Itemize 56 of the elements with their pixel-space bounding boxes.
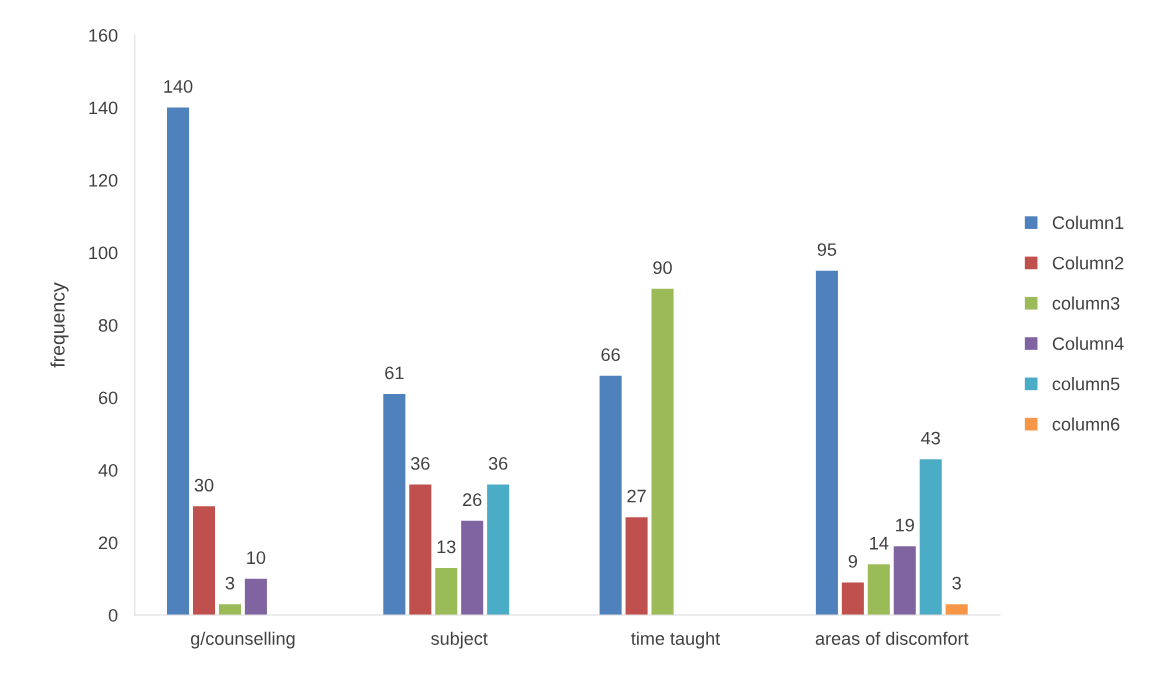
y-tick-label: 120 bbox=[89, 173, 118, 187]
bar bbox=[893, 546, 916, 616]
legend-label: Column2 bbox=[1052, 256, 1124, 270]
legend-label: column3 bbox=[1052, 296, 1120, 310]
data-label: 3 bbox=[225, 576, 235, 590]
bar bbox=[625, 517, 648, 616]
y-tick-label: 80 bbox=[98, 318, 118, 332]
data-label: 9 bbox=[848, 554, 858, 568]
bar bbox=[409, 484, 432, 616]
y-tick-label: 140 bbox=[89, 101, 118, 115]
legend-label: column6 bbox=[1052, 417, 1120, 431]
y-tick-label: 40 bbox=[98, 463, 118, 477]
data-label: 26 bbox=[463, 493, 482, 507]
y-tick-label: 100 bbox=[89, 246, 118, 260]
data-label: 66 bbox=[601, 348, 620, 362]
bar bbox=[167, 107, 190, 616]
bar bbox=[599, 375, 622, 616]
bar bbox=[383, 393, 406, 616]
data-label: 95 bbox=[817, 243, 837, 256]
bar bbox=[244, 578, 267, 616]
data-label: 10 bbox=[247, 551, 266, 565]
data-label: 19 bbox=[896, 518, 914, 532]
bar bbox=[461, 520, 484, 616]
data-label: 36 bbox=[488, 457, 508, 470]
y-tick-label: 20 bbox=[98, 536, 118, 550]
bar bbox=[841, 582, 864, 616]
y-axis-title: frequency bbox=[50, 282, 69, 368]
data-label: 140 bbox=[164, 80, 193, 93]
data-label: 27 bbox=[627, 489, 646, 503]
data-label: 61 bbox=[385, 366, 404, 380]
bar bbox=[192, 506, 216, 616]
bar bbox=[919, 459, 942, 616]
y-tick-label: 0 bbox=[108, 608, 118, 622]
x-tick-label: subject bbox=[431, 631, 488, 649]
data-label: 90 bbox=[653, 261, 672, 275]
bar bbox=[945, 604, 968, 616]
y-tick-label: 160 bbox=[89, 28, 118, 42]
data-label: 36 bbox=[410, 457, 430, 470]
data-label: 30 bbox=[194, 478, 214, 492]
legend-label: Column4 bbox=[1052, 336, 1124, 351]
bar bbox=[487, 484, 510, 616]
legend-label: column5 bbox=[1052, 377, 1120, 391]
bar bbox=[651, 288, 674, 616]
bar bbox=[435, 567, 458, 616]
y-tick-label: 60 bbox=[98, 391, 118, 405]
x-tick-label: areas of discomfort bbox=[815, 631, 969, 645]
legend-label: Column1 bbox=[1052, 215, 1124, 230]
data-label: 3 bbox=[952, 576, 961, 590]
data-label: 13 bbox=[437, 540, 456, 554]
x-tick-label: g/counselling bbox=[190, 631, 295, 649]
bar bbox=[218, 604, 241, 616]
bar bbox=[867, 564, 890, 616]
data-label: 14 bbox=[870, 537, 889, 550]
data-label: 43 bbox=[921, 431, 940, 445]
x-tick-label: time taught bbox=[631, 631, 721, 649]
bar bbox=[815, 270, 838, 616]
